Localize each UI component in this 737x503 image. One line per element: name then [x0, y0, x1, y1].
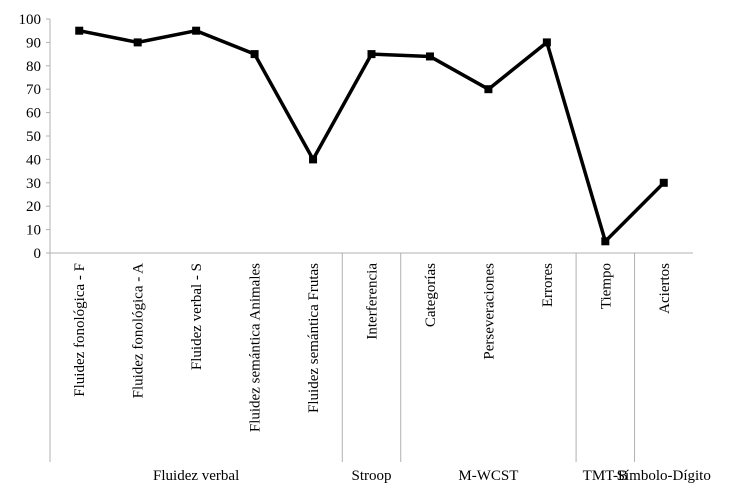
data-point: [425, 52, 434, 61]
y-tick-label: 30: [26, 176, 41, 192]
y-tick-label: 100: [19, 12, 42, 28]
x-tick-label: Errores: [540, 263, 556, 307]
x-tick-label: Fluidez semántica Animales: [248, 263, 264, 432]
x-tick-label: Aciertos: [657, 263, 673, 314]
y-tick-label: 0: [34, 246, 42, 262]
x-tick-label: Interferencia: [365, 263, 381, 340]
y-tick-label: 50: [26, 129, 41, 145]
group-label: TMT-B: [583, 468, 628, 484]
y-tick-label: 20: [26, 199, 41, 215]
data-point: [659, 178, 668, 187]
data-point: [309, 155, 318, 164]
data-point: [133, 38, 142, 47]
x-tick-label: Fluidez fonológica - F: [72, 263, 88, 397]
y-tick-label: 10: [26, 223, 41, 239]
y-tick-label: 40: [26, 152, 41, 168]
group-label: Stroop: [351, 468, 391, 484]
chart-axes: [49, 19, 693, 462]
x-tick-label: Categorías: [423, 263, 439, 327]
data-series: [75, 26, 668, 246]
data-point: [75, 26, 84, 35]
y-tick-label: 90: [26, 35, 41, 51]
group-label: M-WCST: [458, 468, 518, 484]
x-tick-label: Fluidez semántica Frutas: [306, 263, 322, 413]
group-label: Fluidez verbal: [153, 468, 239, 484]
data-point: [367, 50, 376, 59]
y-tick-label: 70: [26, 82, 41, 98]
data-point: [192, 26, 201, 35]
data-point: [250, 50, 259, 59]
data-point: [542, 38, 551, 47]
data-point: [601, 237, 610, 246]
series-line: [78, 28, 666, 244]
data-point: [484, 85, 493, 94]
x-axis-category-labels: Fluidez fonológica - F Fluidez fonológica…: [72, 263, 673, 432]
y-axis-ticks: 0 10 20 30 40 50 60 70 80 90 100: [19, 12, 50, 262]
group-label: Símbolo-Dígito: [617, 468, 711, 484]
y-tick-label: 60: [26, 106, 41, 122]
x-tick-label: Fluidez verbal - S: [189, 263, 205, 370]
x-tick-label: Fluidez fonológica - A: [131, 263, 147, 399]
y-tick-label: 80: [26, 59, 41, 75]
x-axis-group-labels: Fluidez verbal Stroop M-WCST TMT-BSímbolo-D…: [153, 468, 711, 484]
x-tick-label: Perseveraciones: [481, 263, 497, 360]
x-tick-label: Tiempo: [598, 263, 614, 309]
